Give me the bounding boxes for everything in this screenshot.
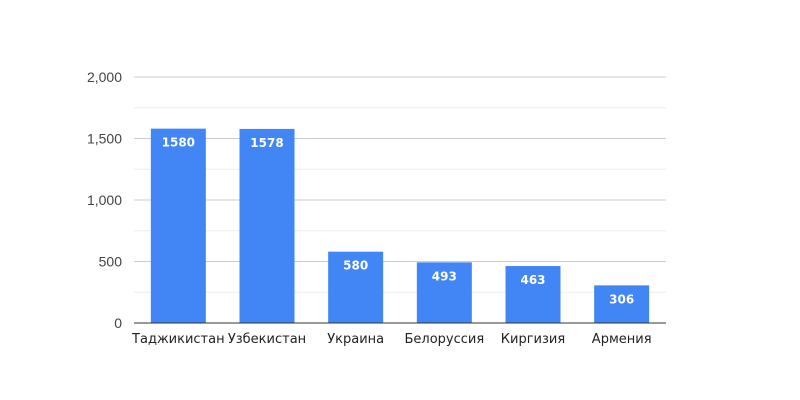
- category-label: Украина: [327, 332, 384, 347]
- y-tick-label: 1,000: [87, 192, 122, 208]
- category-label: Узбекистан: [228, 332, 306, 347]
- bar-value-label: 306: [609, 292, 634, 306]
- bar-value-label: 1580: [162, 136, 195, 150]
- bar: [594, 285, 650, 323]
- category-label: Киргизия: [501, 332, 565, 347]
- bar: [505, 266, 561, 323]
- y-tick-label: 500: [99, 254, 123, 270]
- bar: [328, 251, 384, 323]
- data-labels: 1580 1578 580 493 463 306: [162, 136, 635, 307]
- bar: [239, 128, 295, 323]
- y-axis-tick-labels: 0 500 1,000 1,500 2,000: [87, 69, 122, 331]
- bar-value-label: 493: [432, 269, 457, 283]
- y-tick-label: 0: [114, 315, 122, 331]
- bars: [150, 128, 650, 323]
- category-label: Армения: [592, 332, 652, 347]
- bar-value-label: 463: [520, 273, 545, 287]
- x-axis-category-labels: Таджикистан Узбекистан Украина Белоруссия Ки…: [131, 332, 651, 347]
- minor-gridlines: [134, 107, 666, 293]
- y-tick-label: 2,000: [87, 69, 122, 85]
- bar-value-label: 580: [343, 259, 368, 273]
- bar: [150, 128, 206, 323]
- category-label: Таджикистан: [131, 332, 225, 347]
- bar-value-label: 1578: [250, 136, 283, 150]
- major-gridlines: [134, 76, 666, 262]
- y-tick-label: 1,500: [87, 131, 122, 147]
- category-label: Белоруссия: [404, 332, 484, 347]
- bar: [416, 262, 472, 323]
